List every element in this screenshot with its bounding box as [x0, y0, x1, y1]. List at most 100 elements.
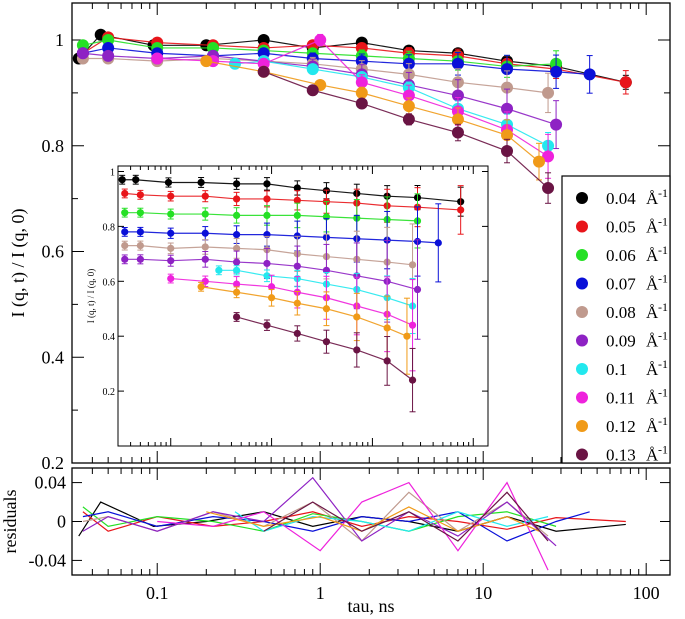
x-tick-label: 100	[633, 583, 660, 603]
inset-point	[136, 242, 144, 250]
legend-exponent: -1	[658, 386, 668, 400]
inset-point	[233, 258, 241, 266]
inset-point	[136, 191, 144, 199]
inset-point	[322, 338, 331, 346]
inset-point	[167, 257, 175, 265]
legend-unit: Å	[646, 417, 659, 436]
residuals-y-tick-label: -0.04	[29, 550, 67, 570]
inset-point	[121, 189, 129, 198]
main-series-9	[257, 65, 555, 204]
inset-point	[293, 184, 301, 192]
main-series-8	[200, 55, 546, 181]
inset-y-tick-label: 0.8	[103, 222, 116, 233]
x-tick-label: 10	[474, 583, 492, 603]
main-point	[451, 89, 464, 102]
inset-point	[457, 206, 465, 214]
legend-exponent: -1	[658, 215, 668, 229]
inset-point	[293, 299, 301, 307]
inset-point	[233, 231, 241, 239]
inset-point	[408, 321, 417, 329]
inset-point	[136, 255, 144, 263]
main-point	[619, 76, 632, 89]
inset-point	[201, 255, 209, 263]
legend-marker	[576, 448, 588, 461]
legend-unit: Å	[646, 218, 659, 237]
inset-point	[353, 313, 361, 321]
inset-point	[263, 272, 271, 280]
legend-q-value: 0.11	[606, 389, 635, 408]
inset-point	[293, 329, 301, 338]
inset-point	[201, 192, 209, 200]
main-point	[501, 81, 514, 94]
inset-fit-line	[168, 277, 413, 326]
main-y-tick-label: 0.8	[42, 136, 65, 156]
inset-point	[121, 242, 129, 250]
main-point	[451, 57, 464, 70]
inset-point	[233, 211, 241, 220]
inset-point	[197, 178, 205, 187]
legend-entry: 0.06 Å -1	[576, 243, 668, 265]
inset-point	[121, 228, 129, 236]
inset-point	[263, 259, 271, 268]
inset-point	[201, 229, 209, 237]
legend-exponent: -1	[658, 186, 668, 200]
inset-point	[267, 294, 276, 302]
main-point	[550, 65, 563, 78]
legend-unit: Å	[646, 446, 659, 465]
main-fit-line	[153, 39, 549, 157]
inset-point	[403, 332, 411, 340]
legend-unit: Å	[646, 360, 659, 379]
legend-unit: Å	[646, 303, 659, 322]
main-point	[306, 84, 319, 97]
legend-unit: Å	[646, 189, 659, 208]
legend-q-value: 0.12	[606, 417, 636, 436]
inset-point	[136, 228, 144, 236]
inset-point	[233, 195, 241, 203]
residual-line-3	[82, 511, 590, 542]
main-point	[583, 68, 596, 81]
inset-point	[233, 280, 241, 288]
main-plot: 0.2 0.4 0.6 0.8 1 I (q, t) / I (q, 0)	[8, 2, 671, 473]
main-y-tick-label: 0.2	[42, 453, 65, 473]
legend-q-value: 0.04	[606, 189, 636, 208]
inset-y-tick-label: 1	[110, 167, 115, 178]
legend-entry: 0.11 Å -1	[576, 386, 668, 408]
main-point	[451, 113, 464, 126]
inset-point	[353, 346, 361, 354]
legend-q-value: 0.06	[606, 246, 636, 265]
x-tick-label: 1	[316, 583, 325, 603]
main-point	[501, 129, 514, 142]
inset-plot: 1 0.8 0.6 0.4 0.2 I (q, t) / I (q, 0)	[86, 165, 489, 447]
legend-exponent: -1	[658, 329, 668, 343]
legend-marker	[576, 192, 588, 204]
legend-q-value: 0.13	[606, 446, 636, 465]
inset-point	[197, 283, 205, 291]
main-point	[355, 97, 368, 110]
legend-unit: Å	[646, 389, 659, 408]
inset-point	[322, 305, 331, 313]
inset-y-tick-label: 0.4	[103, 332, 116, 343]
residual-line-9	[263, 491, 549, 542]
residual-line-6	[234, 511, 549, 532]
legend-exponent: -1	[658, 357, 668, 371]
main-point	[402, 113, 415, 126]
legend-marker	[576, 420, 588, 432]
main-point	[355, 76, 368, 89]
main-point	[306, 63, 319, 76]
inset-series-9	[233, 312, 417, 413]
main-y-axis-label: I (q, t) / I (q, 0)	[8, 209, 29, 318]
legend-marker	[576, 249, 588, 261]
inset-point	[136, 209, 144, 217]
legend-unit: Å	[646, 275, 659, 294]
main-point	[550, 118, 563, 131]
residual-line-2	[82, 506, 557, 532]
inset-point	[167, 274, 175, 283]
inset-point	[233, 313, 241, 321]
inset-point	[408, 261, 417, 269]
inset-point	[413, 285, 422, 294]
legend-q-value: 0.1	[606, 360, 627, 379]
legend-unit: Å	[646, 246, 659, 265]
main-y-tick-label: 1	[55, 30, 64, 50]
inset-point	[267, 283, 276, 291]
